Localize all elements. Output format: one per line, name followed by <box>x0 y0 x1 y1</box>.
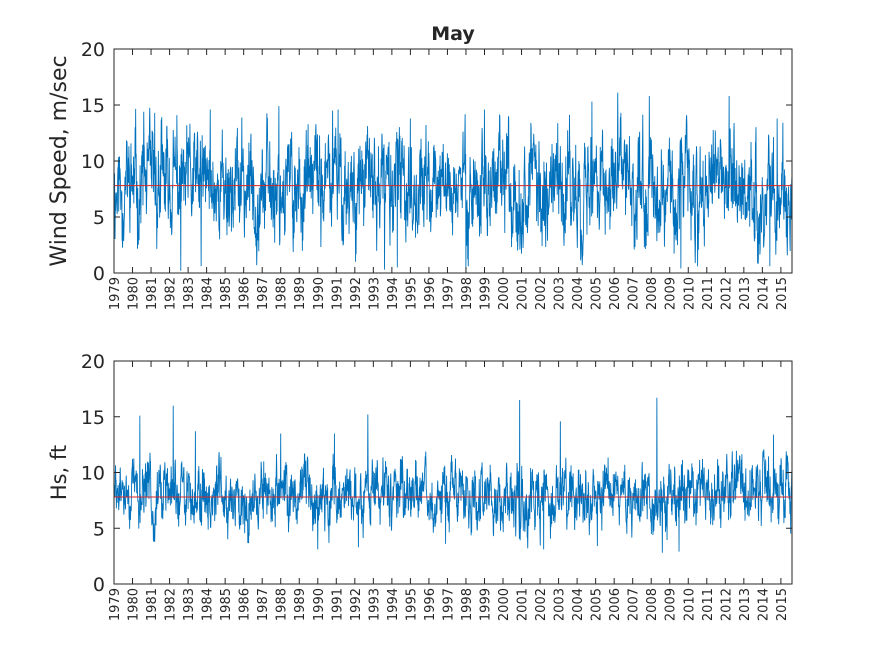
x-tick-label: 1992 <box>349 588 364 621</box>
y-tick-label: 20 <box>81 351 105 373</box>
x-tick-label: 2009 <box>664 588 679 621</box>
x-tick-label: 2000 <box>497 588 512 621</box>
x-tick-label: 1986 <box>238 588 253 621</box>
x-tick-label: 1992 <box>349 277 364 310</box>
x-tick-label: 2012 <box>719 277 734 310</box>
x-tick-label: 1991 <box>330 588 345 621</box>
x-tick-label: 2010 <box>682 588 697 621</box>
x-tick-label: 2010 <box>682 277 697 310</box>
x-tick-label: 2003 <box>553 277 568 310</box>
x-tick-label: 2005 <box>590 588 605 621</box>
x-tick-label: 1995 <box>404 277 419 310</box>
x-tick-label: 1983 <box>182 588 197 621</box>
y-axis-label: Wind Speed, m/sec <box>47 55 72 266</box>
wind-speed-panel: 0 5 10 15 20 1979 1980 1981 1982 1983 1984 1985 1986… <box>47 39 793 310</box>
x-tick-label: 1985 <box>219 277 234 310</box>
series-line <box>113 92 793 271</box>
x-tick-label: 1984 <box>201 588 216 621</box>
x-tick-label: 2006 <box>608 588 623 621</box>
x-tick-label: 1990 <box>312 277 327 310</box>
x-tick-label: 1984 <box>201 277 216 310</box>
chart-title: May <box>431 23 475 45</box>
y-tick-label: 10 <box>81 463 105 485</box>
x-tick-label: 1993 <box>367 277 382 310</box>
x-tick-label: 1985 <box>219 588 234 621</box>
x-tick-label: 2007 <box>627 277 642 310</box>
x-tick-label: 2002 <box>534 277 549 310</box>
x-tick-label: 1981 <box>145 277 160 310</box>
x-tick-label: 1979 <box>108 277 123 310</box>
x-tick-label: 2011 <box>701 588 716 621</box>
y-tick-label: 15 <box>81 95 105 117</box>
x-tick-label: 2000 <box>497 277 512 310</box>
x-tick-label: 1999 <box>478 588 493 621</box>
x-tick-label: 1988 <box>275 588 290 621</box>
x-tick-label: 1986 <box>238 277 253 310</box>
x-tick-label: 1997 <box>441 588 456 621</box>
y-tick-label: 5 <box>93 518 105 540</box>
x-tick-label: 1997 <box>441 277 456 310</box>
x-tick-label: 1990 <box>312 588 327 621</box>
x-tick-label: 1989 <box>293 588 308 621</box>
wave-height-panel: 0 5 10 15 20 1979 1980 1981 1982 1983 1984 1985 1986… <box>47 351 793 621</box>
x-tick-label: 2014 <box>756 588 771 621</box>
x-tick-label: 1989 <box>293 277 308 310</box>
x-tick-label: 1995 <box>404 588 419 621</box>
x-tick-label: 1980 <box>127 277 142 310</box>
x-tick-label: 1996 <box>423 277 438 310</box>
x-tick-label: 2012 <box>719 588 734 621</box>
x-tick-label: 2014 <box>756 277 771 310</box>
x-tick-label: 1979 <box>108 588 123 621</box>
y-tick-label: 5 <box>93 207 105 229</box>
x-tick-label: 1982 <box>164 588 179 621</box>
x-tick-label: 2015 <box>775 588 790 621</box>
x-tick-label: 2006 <box>608 277 623 310</box>
y-tick-label: 15 <box>81 407 105 429</box>
x-tick-label: 1998 <box>460 588 475 621</box>
x-tick-label: 2001 <box>516 277 531 310</box>
x-tick-label: 2013 <box>738 277 753 310</box>
axes-box <box>113 360 793 585</box>
y-axis-label: Hs, ft <box>47 445 71 500</box>
x-tick-label: 1998 <box>460 277 475 310</box>
x-tick-label: 2009 <box>664 277 679 310</box>
x-tick-label: 2003 <box>553 588 568 621</box>
axes-box <box>113 48 793 274</box>
x-tick-label: 2001 <box>516 588 531 621</box>
x-tick-label: 2011 <box>701 277 716 310</box>
x-tick-label: 2002 <box>534 588 549 621</box>
x-tick-label: 1982 <box>164 277 179 310</box>
x-tick-label: 1999 <box>478 277 493 310</box>
y-tick-label: 10 <box>81 151 105 173</box>
x-tick-label: 1987 <box>256 277 271 310</box>
series-line <box>113 397 793 553</box>
x-tick-label: 1981 <box>145 588 160 621</box>
x-tick-label: 1993 <box>367 588 382 621</box>
x-tick-label: 1996 <box>423 588 438 621</box>
x-tick-label: 2015 <box>775 277 790 310</box>
x-tick-label: 1994 <box>386 588 401 621</box>
x-tick-label: 2004 <box>571 277 586 310</box>
x-tick-label: 1987 <box>256 588 271 621</box>
y-tick-label: 0 <box>93 574 105 596</box>
x-tick-label: 1994 <box>386 277 401 310</box>
x-tick-label: 1983 <box>182 277 197 310</box>
x-tick-label: 1991 <box>330 277 345 310</box>
x-tick-label: 1980 <box>127 588 142 621</box>
x-tick-label: 2005 <box>590 277 605 310</box>
x-tick-label: 2008 <box>645 588 660 621</box>
x-tick-label: 2008 <box>645 277 660 310</box>
x-tick-label: 2007 <box>627 588 642 621</box>
x-tick-label: 1988 <box>275 277 290 310</box>
x-tick-label: 2013 <box>738 588 753 621</box>
x-tick-label: 2004 <box>571 588 586 621</box>
y-tick-label: 20 <box>81 39 105 61</box>
y-tick-label: 0 <box>93 263 105 285</box>
